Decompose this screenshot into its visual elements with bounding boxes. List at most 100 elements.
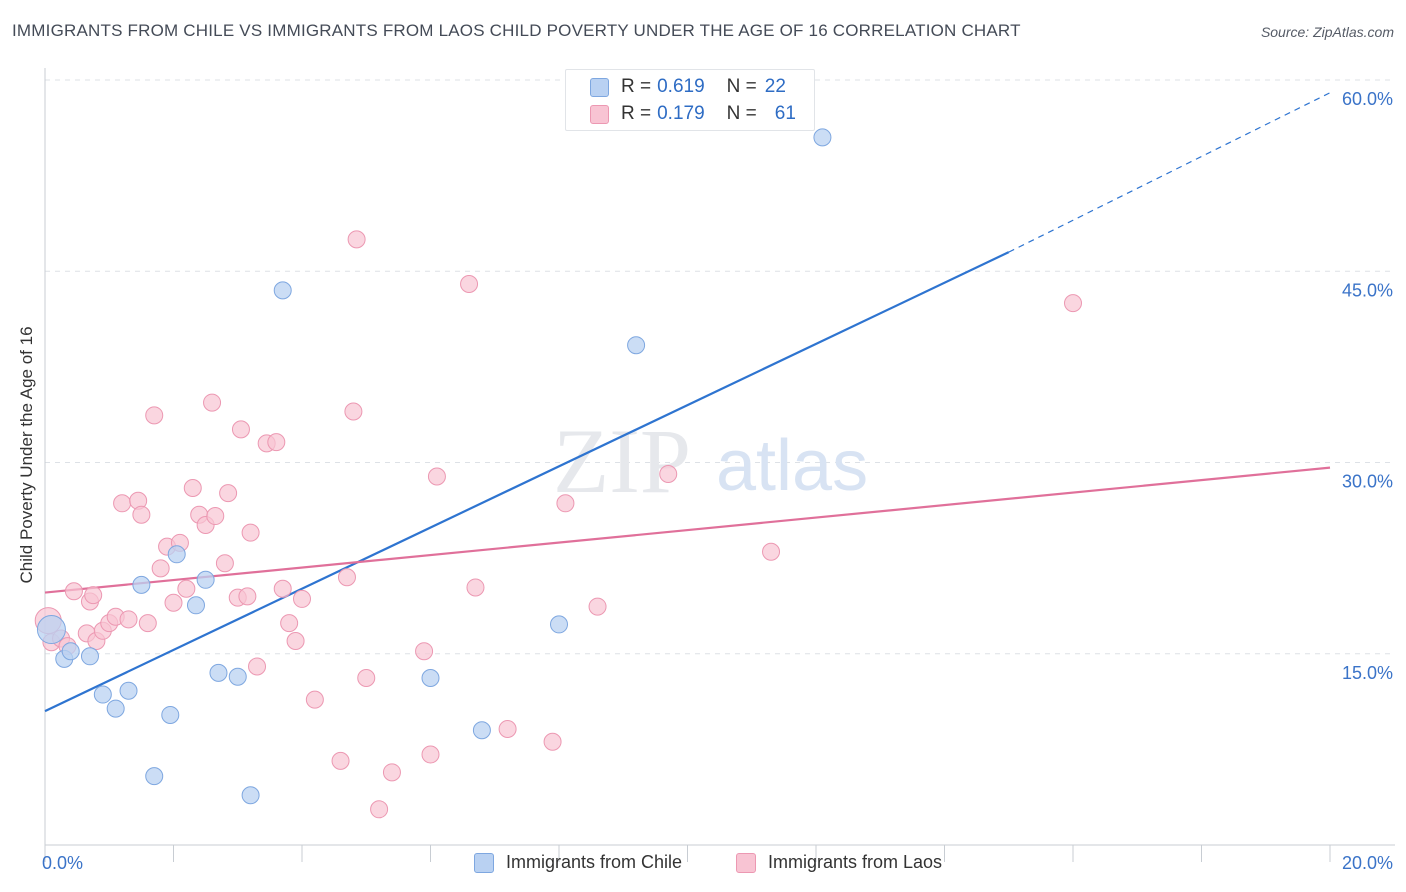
- data-point-chile: [472, 721, 491, 740]
- bottom-legend-label-laos: Immigrants from Laos: [768, 852, 943, 872]
- data-point-laos: [415, 642, 434, 661]
- tick-labels: 15.0% 30.0% 45.0% 60.0% 0.0% 20.0%: [42, 89, 1393, 873]
- x-tick-label: 20.0%: [1342, 853, 1393, 873]
- data-point-laos: [543, 732, 562, 751]
- data-point-laos: [164, 593, 183, 612]
- data-point-laos: [238, 587, 257, 606]
- data-point-laos: [382, 763, 401, 782]
- data-point-chile: [119, 681, 138, 700]
- grid-lines: [45, 79, 1395, 655]
- data-point-laos: [280, 614, 299, 633]
- data-point-chile: [196, 570, 215, 589]
- data-point-laos: [762, 542, 781, 561]
- trend-line-chile: [44, 251, 1010, 713]
- data-point-laos: [344, 402, 363, 421]
- legend-n-label: N =: [726, 103, 757, 124]
- data-point-laos: [466, 578, 485, 597]
- data-point-chile: [93, 685, 112, 704]
- y-tick-label: 30.0%: [1342, 472, 1393, 492]
- y-axis-label: Child Poverty Under the Age of 16: [17, 326, 36, 583]
- y-tick-label: 15.0%: [1342, 663, 1393, 683]
- data-point-laos: [241, 523, 260, 542]
- data-point-laos: [203, 393, 222, 412]
- chart-title: IMMIGRANTS FROM CHILE VS IMMIGRANTS FROM…: [12, 21, 1021, 40]
- data-point-laos: [151, 559, 170, 578]
- y-tick-label: 60.0%: [1342, 89, 1393, 109]
- data-point-laos: [337, 568, 356, 587]
- data-point-laos: [286, 632, 305, 650]
- data-point-laos: [460, 275, 479, 293]
- data-point-laos: [1064, 294, 1082, 313]
- data-point-chile: [106, 699, 125, 718]
- data-point-laos: [659, 464, 678, 483]
- data-point-laos: [84, 586, 103, 605]
- data-point-laos: [177, 579, 196, 598]
- data-point-chile: [209, 663, 228, 682]
- data-point-laos: [421, 745, 440, 764]
- data-point-chile: [61, 642, 80, 661]
- data-point-laos: [427, 467, 446, 486]
- data-point-laos: [231, 420, 250, 439]
- data-point-laos: [215, 554, 234, 573]
- data-point-chile: [813, 128, 832, 147]
- data-point-chile: [80, 647, 99, 666]
- legend-r-label: R =: [621, 76, 652, 97]
- data-point-chile: [186, 596, 205, 615]
- legend-swatch-chile: [590, 77, 609, 97]
- data-point-laos: [331, 751, 350, 770]
- legend-n-value-laos: 61: [774, 103, 796, 124]
- series-laos-points: [34, 230, 1082, 819]
- data-point-chile: [145, 767, 164, 786]
- data-point-chile: [421, 668, 440, 687]
- trend-line-chile-extension: [1008, 92, 1331, 253]
- x-tick-label: 0.0%: [42, 853, 83, 873]
- data-point-laos: [588, 597, 607, 616]
- series-chile-points: [36, 128, 832, 805]
- bottom-legend-chile: Immigrants from Chile: [474, 852, 682, 873]
- trend-lines: [44, 92, 1331, 713]
- data-point-laos: [556, 494, 575, 513]
- data-point-laos: [347, 230, 366, 249]
- data-point-chile: [228, 667, 247, 686]
- data-point-laos: [293, 589, 311, 608]
- data-point-laos: [132, 505, 151, 524]
- legend-r-value-laos: 0.179: [657, 103, 705, 124]
- data-point-laos: [219, 484, 238, 503]
- data-point-chile: [627, 336, 646, 355]
- legend-r-value-chile: 0.619: [657, 76, 705, 97]
- bottom-legend-swatch-chile: [474, 852, 494, 873]
- data-point-chile: [273, 281, 292, 300]
- data-point-laos: [267, 433, 286, 452]
- axes: [44, 68, 1395, 862]
- watermark-atlas: atlas: [716, 426, 868, 506]
- data-point-laos: [119, 610, 138, 629]
- correlation-legend: R = 0.619 N = 22 R = 0.179 N = 61: [565, 69, 815, 131]
- data-point-chile: [167, 545, 186, 564]
- data-point-laos: [305, 690, 324, 709]
- data-point-laos: [183, 479, 202, 497]
- legend-n-value-chile: 22: [764, 76, 786, 97]
- data-point-laos: [138, 614, 157, 633]
- bottom-legend-laos: Immigrants from Laos: [736, 852, 942, 873]
- trend-line-laos: [44, 466, 1331, 594]
- data-point-chile: [550, 615, 568, 634]
- data-point-laos: [498, 719, 517, 738]
- legend-row-chile: R = 0.619 N = 22: [590, 74, 786, 100]
- data-point-laos: [206, 507, 225, 526]
- watermark-zip: ZIP: [553, 410, 691, 512]
- data-point-laos: [248, 657, 267, 676]
- y-tick-label: 45.0%: [1342, 280, 1393, 300]
- data-point-chile: [132, 575, 151, 594]
- data-point-laos: [64, 582, 83, 601]
- data-point-laos: [273, 579, 292, 598]
- legend-row-laos: R = 0.179 N = 61: [590, 101, 796, 127]
- data-point-laos: [113, 494, 132, 513]
- data-point-chile: [161, 705, 180, 724]
- legend-swatch-laos: [590, 104, 609, 124]
- watermark: ZIP atlas: [553, 410, 868, 512]
- data-point-laos: [370, 800, 389, 819]
- data-point-chile: [241, 786, 260, 805]
- bottom-legend-label-chile: Immigrants from Chile: [506, 852, 683, 872]
- legend-n-label: N =: [726, 76, 757, 97]
